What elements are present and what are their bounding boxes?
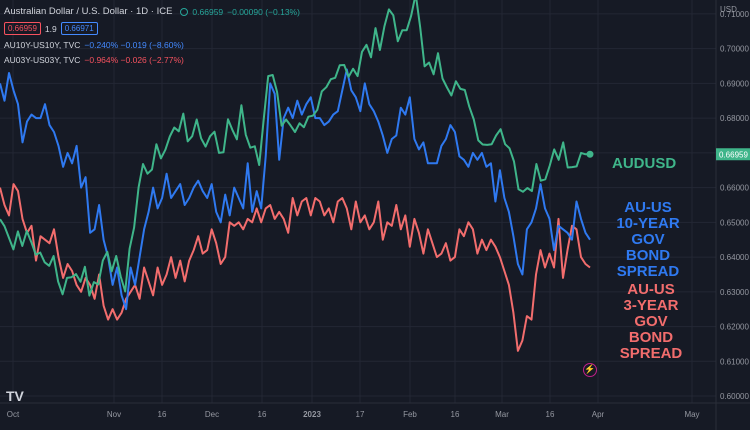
annotation-line: GOV BOND	[625, 231, 671, 264]
x-tick-label: 16	[451, 410, 460, 419]
x-tick-label: Dec	[205, 410, 219, 419]
sell-price-button[interactable]: 0.66959	[4, 22, 41, 35]
annotation-line: SPREAD	[616, 263, 680, 280]
annotation-line: AU-US	[624, 199, 672, 216]
y-tick-label: 0.68000	[720, 114, 749, 123]
annotation-line: AU-US	[627, 281, 675, 298]
spread-value: 1.9	[44, 23, 57, 34]
last-price-label: 0.66959	[719, 150, 748, 159]
y-tick-label: 0.71000	[720, 10, 749, 19]
three-year-annotation: AU-US 3-YEAR GOV BOND SPREAD	[612, 282, 690, 362]
annotation-line: 3-YEAR	[623, 297, 679, 314]
x-tick-label: 16	[546, 410, 555, 419]
x-tick-label: 2023	[303, 410, 321, 419]
audusd-line[interactable]	[0, 0, 590, 297]
legend-values: −0.964% −0.026 (−2.77%)	[84, 55, 184, 65]
annotation-line: SPREAD	[619, 345, 683, 362]
x-tick-label: Apr	[592, 410, 605, 419]
y-tick-label: 0.61000	[720, 357, 749, 366]
y-axis-unit: USD	[720, 5, 737, 14]
bid-ask-row: 0.66959 1.9 0.66971	[4, 22, 98, 35]
y-tick-label: 0.70000	[720, 45, 749, 54]
x-tick-label: May	[684, 410, 699, 419]
x-tick-label: Mar	[495, 410, 509, 419]
y-tick-label: 0.65000	[720, 218, 749, 227]
legend-label: AU03Y-US03Y, TVC	[4, 55, 81, 65]
quote-change: −0.00090 (−0.13%)	[227, 6, 300, 17]
x-tick-label: Feb	[403, 410, 417, 419]
market-status-icon	[180, 7, 189, 16]
last-price-badge	[716, 148, 750, 161]
last-quote: 0.66959	[192, 6, 224, 17]
y-tick-label: 0.66000	[720, 184, 749, 193]
symbol-title[interactable]: Australian Dollar / U.S. Dollar · 1D · I…	[4, 6, 173, 17]
audusd-annotation: AUDUSD	[612, 155, 677, 172]
x-tick-label: 16	[158, 410, 167, 419]
last-price-dot	[586, 150, 594, 158]
symbol-header[interactable]: Australian Dollar / U.S. Dollar · 1D · I…	[4, 6, 300, 17]
y-tick-label: 0.62000	[720, 323, 749, 332]
au03y-line[interactable]	[0, 183, 591, 352]
y-tick-label: 0.60000	[720, 392, 749, 401]
annotation-line: 10-YEAR	[616, 215, 680, 232]
annotation-line: GOV BOND	[628, 313, 674, 346]
y-tick-label: 0.64000	[720, 253, 749, 262]
au10y-line[interactable]	[0, 68, 591, 311]
legend-values: −0.240% −0.019 (−8.60%)	[84, 40, 184, 50]
x-tick-label: 16	[258, 410, 267, 419]
ten-year-annotation: AU-US 10-YEAR GOV BOND SPREAD	[612, 200, 684, 280]
y-tick-label: 0.63000	[720, 288, 749, 297]
legend-row-au03y[interactable]: AU03Y-US03Y, TVC −0.964% −0.026 (−2.77%)	[4, 55, 184, 65]
x-tick-label: Nov	[107, 410, 121, 419]
lightning-icon[interactable]: ⚡	[583, 363, 597, 377]
legend-row-au10y[interactable]: AU10Y-US10Y, TVC −0.240% −0.019 (−8.60%)	[4, 40, 184, 50]
tradingview-logo[interactable]: TV	[6, 388, 24, 404]
y-tick-label: 0.69000	[720, 79, 749, 88]
x-tick-label: Oct	[7, 410, 20, 419]
legend-label: AU10Y-US10Y, TVC	[4, 40, 81, 50]
x-tick-label: 17	[356, 410, 365, 419]
buy-price-button[interactable]: 0.66971	[60, 22, 98, 35]
